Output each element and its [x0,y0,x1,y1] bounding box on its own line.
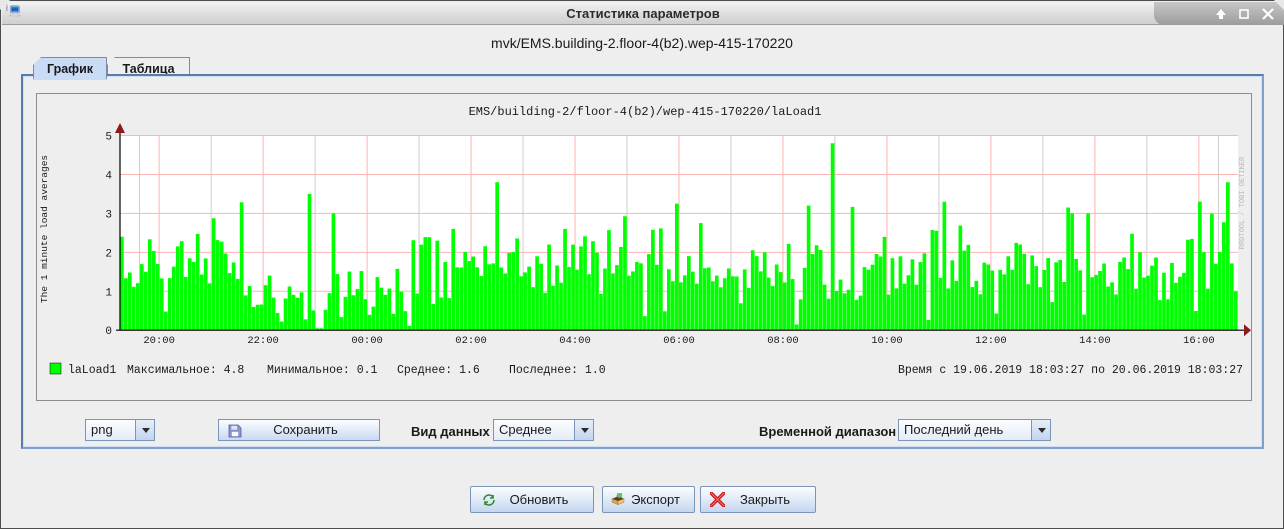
svg-text:laLoad1: laLoad1 [68,364,116,377]
svg-text:Время с 19.06.2019 18:03:27 по: Время с 19.06.2019 18:03:27 по 20.06.201… [898,364,1243,377]
svg-text:2: 2 [105,248,112,260]
svg-text:02:00: 02:00 [455,335,487,347]
svg-text:citex: citex [5,4,9,12]
svg-text:5: 5 [105,132,112,144]
svg-text:4: 4 [105,170,112,182]
svg-text:ems: ems [12,7,19,11]
svg-text:10:00: 10:00 [871,335,903,347]
svg-text:Минимальное: 0.1: Минимальное: 0.1 [267,364,378,377]
svg-text:12:00: 12:00 [975,335,1007,347]
svg-text:06:00: 06:00 [663,335,695,347]
svg-text:14:00: 14:00 [1079,335,1111,347]
svg-text:04:00: 04:00 [559,335,591,347]
svg-text:Среднее: 1.6: Среднее: 1.6 [397,364,480,377]
svg-text:08:00: 08:00 [767,335,799,347]
svg-text:0: 0 [105,326,112,338]
svg-text:1: 1 [105,287,112,299]
svg-text:The 1 minute load averages: The 1 minute load averages [39,155,50,303]
svg-text:22:00: 22:00 [247,335,279,347]
svg-text:RRDTOOL / TOBI OETIKER: RRDTOOL / TOBI OETIKER [1239,156,1247,249]
svg-text:3: 3 [105,209,112,221]
svg-text:16:00: 16:00 [1183,335,1215,347]
svg-text:Максимальное: 4.8: Максимальное: 4.8 [127,364,244,377]
svg-text:00:00: 00:00 [351,335,383,347]
svg-text:EMS/building-2/floor-4(b2)/wep: EMS/building-2/floor-4(b2)/wep-415-17022… [469,105,822,119]
svg-text:Последнее: 1.0: Последнее: 1.0 [509,364,606,377]
svg-text:20:00: 20:00 [143,335,175,347]
